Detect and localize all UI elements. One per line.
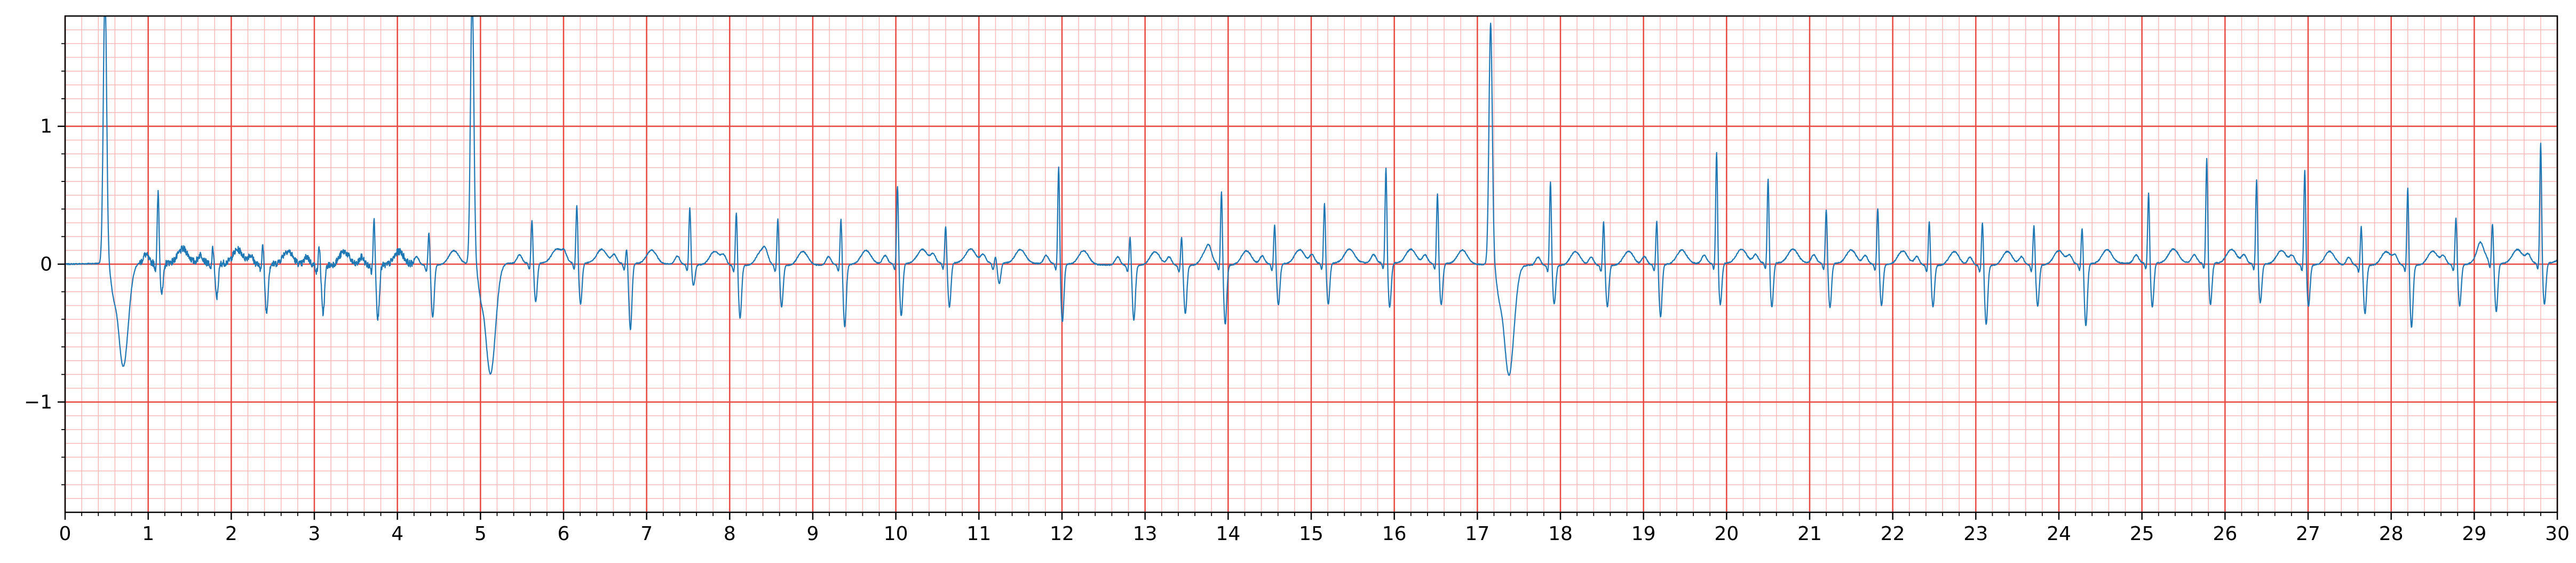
x-tick-label: 2 bbox=[225, 523, 237, 545]
x-tick-label: 29 bbox=[2462, 523, 2486, 545]
x-tick-label: 3 bbox=[308, 523, 321, 545]
y-tick-label: −1 bbox=[24, 391, 52, 413]
x-tick-label: 8 bbox=[724, 523, 736, 545]
x-tick-label: 28 bbox=[2379, 523, 2404, 545]
x-tick-label: 18 bbox=[1548, 523, 1573, 545]
plot-area bbox=[65, 15, 2558, 376]
x-tick-label: 23 bbox=[1963, 523, 1988, 545]
x-tick-label: 6 bbox=[558, 523, 570, 545]
y-axis: 1 0 −1 bbox=[24, 43, 65, 486]
x-tick-label: 14 bbox=[1216, 523, 1240, 545]
x-tick-label: 10 bbox=[884, 523, 908, 545]
x-tick-label: 17 bbox=[1465, 523, 1489, 545]
x-tick-label: 25 bbox=[2130, 523, 2154, 545]
x-tick-label: 20 bbox=[1714, 523, 1739, 545]
x-tick-label: 4 bbox=[391, 523, 403, 545]
major-grid bbox=[64, 16, 2558, 512]
x-tick-label: 27 bbox=[2296, 523, 2320, 545]
x-tick-label: 11 bbox=[966, 523, 991, 545]
x-tick-label: 12 bbox=[1050, 523, 1074, 545]
x-tick-label: 0 bbox=[59, 523, 72, 545]
x-tick-label: 16 bbox=[1382, 523, 1407, 545]
x-tick-label: 24 bbox=[2047, 523, 2071, 545]
x-tick-label: 19 bbox=[1631, 523, 1656, 545]
x-axis: 0 1 2 3 4 5 6 7 8 9 10 11 12 13 14 15 16 17 18 19 20 21 22 23 24… bbox=[59, 512, 2570, 545]
x-tick-label: 9 bbox=[807, 523, 819, 545]
x-tick-label: 26 bbox=[2213, 523, 2237, 545]
x-tick-label: 13 bbox=[1133, 523, 1158, 545]
x-tick-label: 15 bbox=[1299, 523, 1323, 545]
x-tick-label: 22 bbox=[1881, 523, 1905, 545]
x-tick-label: 21 bbox=[1797, 523, 1822, 545]
x-tick-label: 30 bbox=[2545, 523, 2570, 545]
x-tick-label: 1 bbox=[142, 523, 154, 545]
ecg-trace bbox=[65, 15, 2558, 376]
y-tick-label: 0 bbox=[40, 253, 52, 275]
y-tick-label: 1 bbox=[40, 116, 52, 138]
x-tick-label: 7 bbox=[640, 523, 653, 545]
x-tick-label: 5 bbox=[474, 523, 487, 545]
